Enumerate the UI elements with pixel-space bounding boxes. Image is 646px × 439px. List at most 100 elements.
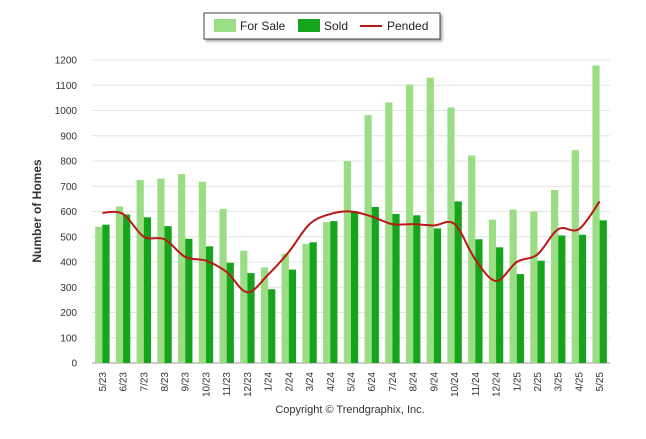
x-tick-label: 12/24 bbox=[492, 372, 503, 397]
bar-for-sale bbox=[530, 211, 538, 363]
bars bbox=[95, 65, 607, 364]
bar-for-sale bbox=[551, 190, 559, 363]
legend-label-sold: Sold bbox=[324, 19, 348, 33]
bar-sold bbox=[454, 201, 462, 363]
x-tick-label: 3/24 bbox=[305, 372, 316, 392]
chart-legend: For Sale Sold Pended bbox=[203, 12, 441, 40]
x-tick-label: 4/24 bbox=[326, 372, 337, 392]
bar-sold bbox=[413, 215, 421, 363]
bar-sold bbox=[268, 289, 276, 363]
x-tick-label: 11/23 bbox=[222, 372, 233, 397]
legend-label-pended: Pended bbox=[387, 19, 428, 33]
pended-line bbox=[102, 200, 601, 294]
x-tick-label: 10/24 bbox=[450, 372, 461, 397]
bar-sold bbox=[247, 273, 255, 363]
x-tick-label: 4/25 bbox=[574, 372, 585, 392]
bar-sold bbox=[123, 214, 131, 363]
y-tick-label: 700 bbox=[60, 182, 77, 193]
bar-sold bbox=[226, 262, 234, 363]
bar-sold bbox=[558, 235, 566, 363]
bar-for-sale bbox=[240, 250, 248, 363]
x-tick-label: 9/23 bbox=[181, 372, 192, 392]
y-tick-label: 100 bbox=[60, 333, 77, 344]
bar-for-sale bbox=[178, 174, 186, 363]
x-tick-label: 1/25 bbox=[512, 372, 523, 392]
x-tick-label: 10/23 bbox=[201, 372, 212, 397]
bar-for-sale bbox=[385, 102, 393, 364]
bar-for-sale bbox=[468, 155, 476, 363]
copyright-text: Copyright © Trendgraphix, Inc. bbox=[275, 404, 424, 416]
bar-sold bbox=[392, 214, 400, 363]
x-tick-label: 7/23 bbox=[139, 372, 150, 392]
bar-sold bbox=[516, 274, 524, 363]
y-tick-label: 800 bbox=[60, 157, 77, 168]
bar-sold bbox=[309, 242, 317, 363]
bar-for-sale bbox=[592, 65, 600, 364]
y-tick-label: 900 bbox=[60, 131, 77, 142]
bar-for-sale bbox=[157, 178, 165, 363]
y-tick-label: 500 bbox=[60, 232, 77, 243]
bar-for-sale bbox=[571, 150, 579, 363]
legend-label-for-sale: For Sale bbox=[240, 19, 286, 33]
legend-swatch-for-sale bbox=[214, 19, 236, 32]
x-tick-label: 6/23 bbox=[119, 372, 130, 392]
x-tick-label: 5/24 bbox=[347, 372, 358, 392]
x-tick-label: 8/23 bbox=[160, 372, 171, 392]
x-tick-label: 2/24 bbox=[284, 372, 295, 392]
bar-for-sale bbox=[343, 161, 351, 363]
x-tick-label: 2/25 bbox=[533, 372, 544, 392]
x-tick-label: 6/24 bbox=[367, 372, 378, 392]
legend-swatch-sold bbox=[298, 19, 320, 32]
bar-sold bbox=[599, 220, 607, 363]
bar-sold bbox=[578, 234, 587, 363]
x-tick-label: 7/24 bbox=[388, 372, 399, 392]
x-tick-label: 11/24 bbox=[471, 372, 482, 397]
x-tick-label: 8/24 bbox=[409, 372, 420, 392]
y-tick-label: 1000 bbox=[55, 106, 78, 117]
y-tick-label: 600 bbox=[60, 207, 77, 218]
x-tick-label: 5/23 bbox=[98, 372, 109, 392]
bar-for-sale bbox=[115, 206, 124, 363]
x-tick-label: 5/25 bbox=[595, 372, 606, 392]
bar-sold bbox=[371, 206, 379, 363]
bar-for-sale bbox=[447, 107, 455, 363]
bar-for-sale bbox=[509, 209, 517, 363]
bar-for-sale bbox=[281, 253, 289, 363]
y-tick-label: 1200 bbox=[55, 56, 78, 67]
x-tick-labels: 5/23 6/23 7/23 8/23 9/23 10/23 11/23 12/23 1/24 2… bbox=[98, 372, 606, 397]
bar-for-sale bbox=[302, 243, 310, 363]
x-tick-label: 1/24 bbox=[264, 372, 275, 392]
bar-for-sale bbox=[260, 267, 269, 363]
pended-line-layer bbox=[102, 200, 601, 294]
bar-sold bbox=[537, 260, 545, 363]
bar-for-sale bbox=[426, 77, 434, 364]
y-tick-labels: 0 100 200 300 400 500 600 700 800 900 1000 1100 1200 bbox=[55, 56, 78, 370]
bar-sold bbox=[288, 269, 297, 363]
bar-for-sale bbox=[488, 219, 497, 363]
bar-for-sale bbox=[95, 226, 103, 363]
y-tick-label: 0 bbox=[71, 359, 77, 370]
bar-for-sale bbox=[323, 222, 331, 363]
y-tick-label: 400 bbox=[60, 258, 77, 269]
bar-for-sale bbox=[198, 181, 206, 363]
bar-sold bbox=[185, 238, 193, 363]
y-tick-label: 1100 bbox=[55, 81, 77, 92]
bar-sold bbox=[102, 224, 110, 363]
bar-sold bbox=[143, 217, 151, 363]
x-tick-label: 9/24 bbox=[429, 372, 440, 392]
bar-for-sale bbox=[364, 115, 372, 363]
bar-sold bbox=[164, 226, 172, 363]
y-tick-label: 300 bbox=[60, 283, 77, 294]
bar-for-sale bbox=[136, 179, 144, 363]
bar-sold bbox=[433, 228, 442, 363]
legend-box bbox=[203, 12, 441, 40]
bar-sold bbox=[205, 246, 214, 363]
bar-sold bbox=[475, 239, 483, 363]
x-tick-label: 12/23 bbox=[243, 372, 254, 397]
x-tick-label: 3/25 bbox=[554, 372, 565, 392]
bar-sold bbox=[496, 247, 504, 363]
bar-sold bbox=[330, 221, 338, 363]
bar-for-sale bbox=[219, 208, 227, 363]
